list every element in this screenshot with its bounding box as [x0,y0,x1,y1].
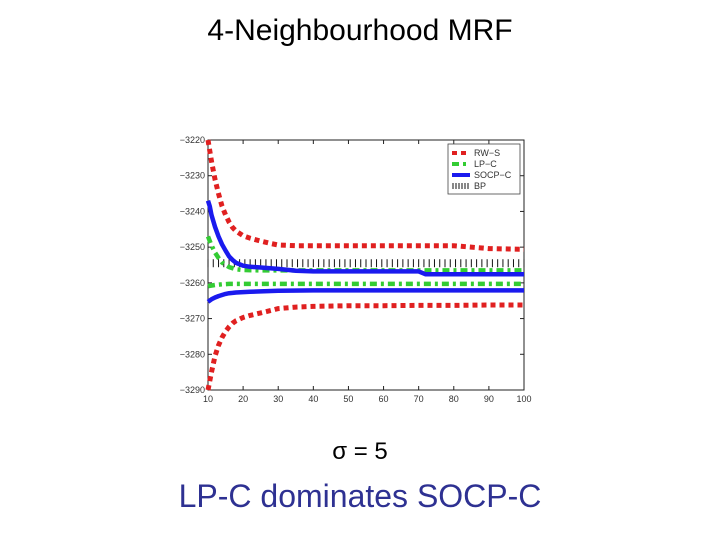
y-tick-label: −3260 [180,278,205,288]
series-line-socpc [206,288,524,304]
y-tick-label: −3240 [180,206,205,216]
slide-title: 4-Neighbourhood MRF [207,14,513,47]
y-tick-label: −3290 [180,385,205,395]
series-line-rws [205,302,524,391]
x-tick-label: 70 [414,394,424,404]
series-line-lpc [207,281,524,289]
series-line-rws [205,139,525,252]
x-tick-label: 60 [379,394,389,404]
x-tick-label: 100 [516,394,531,404]
x-tick-label: 10 [203,394,213,404]
y-tick-label: −3230 [180,171,205,181]
y-tick-label: −3250 [180,242,205,252]
y-tick-label: −3220 [180,135,205,145]
plot-area: 10 20 30 40 50 60 70 80 90 100 −3220 −3230 −3240 −325… [180,135,532,404]
x-tick-label: 90 [484,394,494,404]
x-tick-label: 50 [343,394,353,404]
x-tick-label: 40 [308,394,318,404]
y-tick-label: −3270 [180,314,205,324]
legend-label: SOCP−C [474,170,512,180]
y-tick-label: −3280 [180,349,205,359]
legend-label: BP [474,181,486,191]
legend-box [447,143,521,195]
legend-label: RW−S [474,148,500,158]
legend-label: LP−C [474,159,497,169]
slide-caption: LP-C dominates SOCP-C [178,478,542,514]
x-tick-label: 30 [273,394,283,404]
x-tick-label: 80 [449,394,459,404]
sigma-label: σ = 5 [332,438,388,465]
x-tick-label: 20 [238,394,248,404]
series-line-socpc [205,200,524,277]
